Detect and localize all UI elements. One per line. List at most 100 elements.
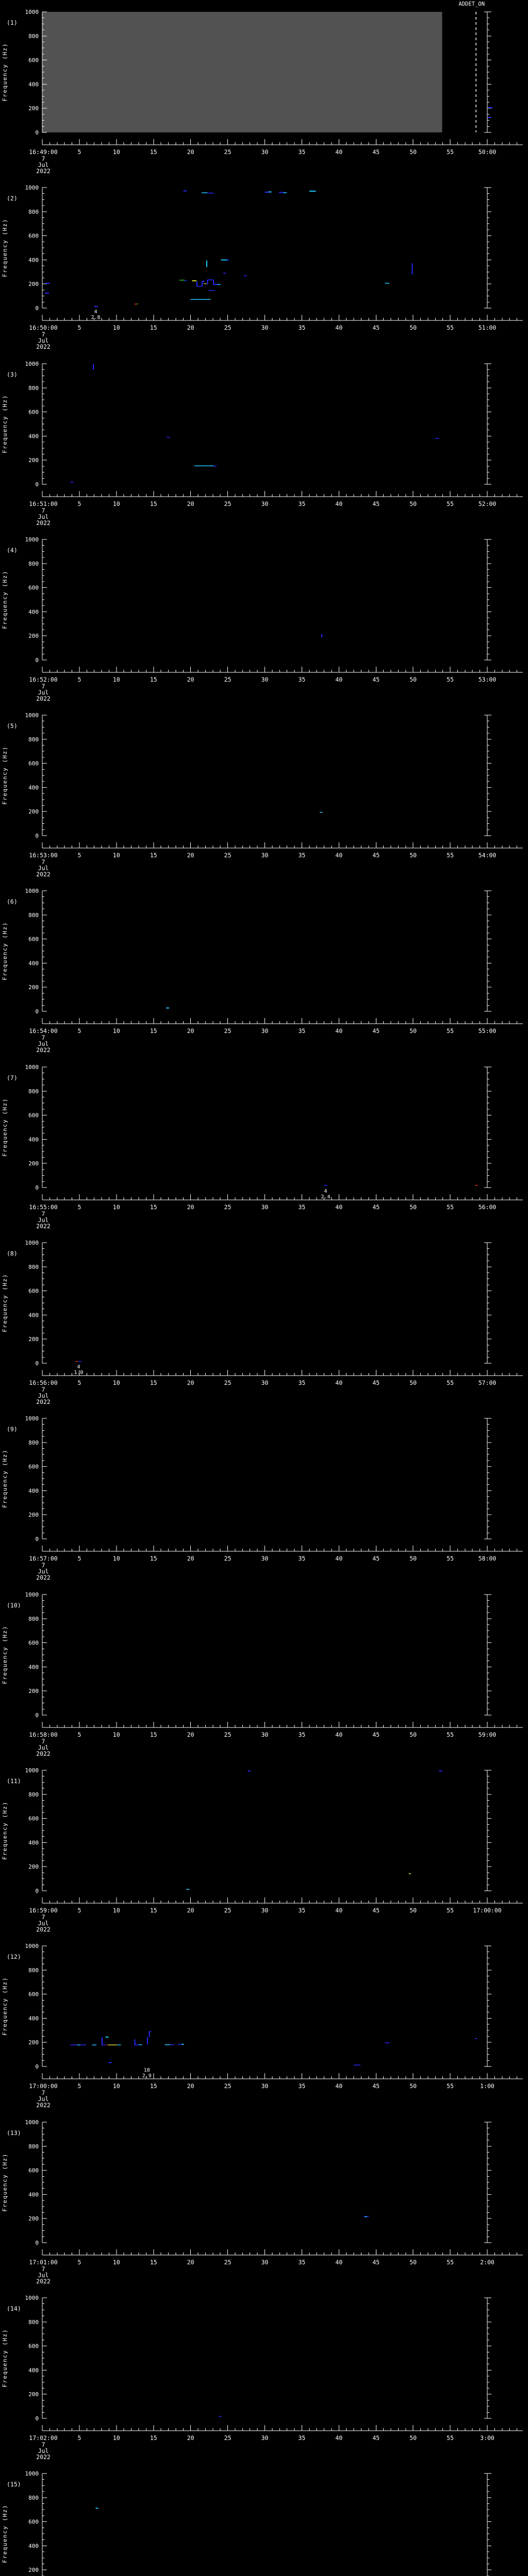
y-tick-label: 400 [28,784,39,791]
y-tick-label: 600 [28,2343,39,2350]
x-tick-label: 55 [447,2082,454,2090]
x-tick-label: 50 [409,2434,417,2442]
detection-mark [488,107,493,108]
date-label: Jul [38,1392,49,1399]
x-tick-label: 5 [77,1731,81,1738]
x-axis [42,315,523,321]
date-label: 7 [42,1738,45,1745]
x-tick-label: 25 [224,2082,232,2090]
detection-mark [212,280,214,285]
x-tick-label: 25 [224,676,232,683]
y-axis-left [42,1945,47,2067]
x-tick-label: 35 [298,324,305,331]
panel-index-label: (3) [7,371,18,378]
x-tick-label: 40 [335,2082,342,2090]
y-axis-left [42,2473,47,2576]
y-tick-label: 800 [28,209,39,215]
y-tick-label: 1000 [25,1767,39,1774]
detection-annotation: 4 [324,1189,327,1194]
x-tick-label: 45 [372,1907,380,1914]
x-end-time-label: 2:00 [480,2259,494,2266]
panel-index-label: (7) [7,1074,18,1081]
x-tick-label: 25 [224,1907,232,1914]
detection-mark [319,811,323,813]
x-tick-label: 55 [447,1907,454,1914]
detection-mark [217,284,221,285]
panel-plot: 0 200 400 600 800 1000 5 10 15 20 25 30 35 40 45 50 55 16… [2,1240,523,1405]
x-tick-label: 45 [372,148,380,156]
y-tick-label: 200 [28,2567,39,2573]
panel-plot: 0200400600800100051015202530354045505517… [2,2470,491,2576]
spectrogram-panel-13: 0 200 400 600 800 1000 5 10 15 20 25 30 35 40 45 50 55 17… [0,2110,528,2286]
date-label: Jul [38,161,49,168]
date-label: 2022 [36,1046,51,1054]
y-tick-label: 0 [35,129,39,136]
y-tick-label: 0 [35,305,39,312]
detection-mark [268,191,272,193]
y-axis-left [42,187,47,309]
x-axis [42,1722,523,1728]
x-axis [42,1897,523,1904]
y-tick-label: 1000 [25,888,39,894]
x-tick-label: 5 [77,1027,81,1035]
detection-mark [202,281,203,286]
x-tick-label: 30 [261,500,269,507]
detection-mark [108,2062,112,2063]
x-tick-label: 30 [261,1907,269,1914]
x-tick-label: 5 [77,1555,81,1562]
y-axis-left [42,1242,47,1364]
x-tick-label: 35 [298,852,305,859]
y-tick-label: 200 [28,1336,39,1343]
x-tick-label: 40 [335,1555,342,1562]
x-axis [42,139,523,145]
x-start-time-label: 17:00:00 [29,2082,57,2090]
spectrogram-panel-8: 0 200 400 600 800 1000 5 10 15 20 25 30 35 40 45 50 55 16… [0,1231,528,1407]
detection-mark [411,263,413,275]
detection-mark [212,284,218,285]
x-tick-label: 35 [298,1907,305,1914]
date-label: 7 [42,1913,45,1921]
y-axis-right [484,2297,491,2419]
x-tick-label: 40 [335,676,342,683]
x-tick-label: 30 [261,148,269,156]
y-axis-title: Frequency (Hz) [2,746,8,805]
y-tick-label: 600 [28,233,39,240]
x-tick-label: 50 [409,2082,417,2090]
y-tick-label: 1000 [25,9,39,15]
x-tick-label: 20 [187,1907,194,1914]
date-label: 2022 [36,519,51,527]
x-axis [42,667,523,673]
x-end-time-label: 56:00 [478,1204,497,1211]
y-tick-label: 600 [28,1464,39,1470]
detection-mark [435,437,439,439]
y-tick-label: 400 [28,433,39,439]
x-tick-label: 25 [224,2259,232,2266]
panel-index-label: (13) [7,2129,21,2137]
y-tick-label: 200 [28,808,39,815]
x-tick-label: 55 [447,2434,454,2442]
y-tick-label: 1000 [25,184,39,191]
detection-mark [265,191,269,193]
x-tick-label: 50 [409,1555,417,1562]
detection-mark [178,2044,182,2045]
y-tick-label: 400 [28,1839,39,1846]
x-tick-label: 40 [335,2259,342,2266]
x-tick-label: 35 [298,148,305,156]
x-axis [42,842,523,849]
x-start-time-label: 16:55:00 [29,1204,57,1211]
detection-mark [117,2044,121,2046]
panel-index-label: (6) [7,898,18,905]
detection-mark [77,2044,80,2046]
detection-mark [102,2044,106,2046]
detection-mark [106,2044,108,2046]
date-label: 7 [42,1034,45,1041]
x-tick-label: 30 [261,1027,269,1035]
x-tick-label: 15 [150,2259,157,2266]
y-tick-label: 800 [28,33,39,40]
y-tick-label: 800 [28,736,39,743]
date-label: Jul [38,513,49,520]
detection-mark [80,2044,86,2046]
x-start-time-label: 16:50:00 [29,324,57,331]
panel-plot: 0 200 400 600 800 1000 5 10 15 20 25 30 35 40 45 50 55 16… [2,536,523,702]
